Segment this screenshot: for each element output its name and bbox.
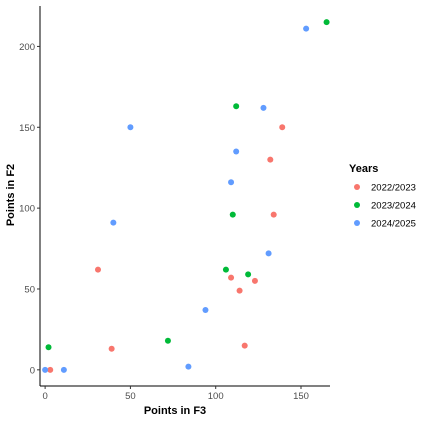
legend-key [354, 202, 360, 208]
x-tick-label: 50 [125, 391, 136, 402]
data-point [185, 363, 192, 370]
data-point [164, 337, 171, 344]
data-point [95, 266, 101, 273]
data-point [228, 274, 235, 281]
legend: Years 2022/2023 2023/2024 2024/2025 [349, 163, 416, 230]
data-point [228, 179, 235, 186]
data-point [267, 156, 274, 163]
x-axis-title: Points in F3 [144, 405, 206, 417]
legend-key [354, 220, 360, 226]
y-axis-ticks: 0 50 100 150 200 [19, 42, 40, 376]
data-point [251, 277, 258, 284]
data-point [279, 124, 286, 131]
y-tick-label: 50 [24, 284, 35, 295]
y-tick-label: 100 [19, 204, 35, 215]
plot-panel [42, 19, 330, 373]
y-tick-label: 150 [19, 123, 35, 134]
data-point [127, 124, 134, 131]
data-point [222, 266, 229, 273]
legend-label: 2023/2024 [371, 201, 416, 212]
data-point [323, 19, 330, 26]
data-point [233, 103, 240, 110]
x-tick-label: 0 [42, 391, 47, 402]
y-axis-title: Points in F2 [5, 164, 17, 226]
data-point [260, 104, 267, 111]
data-point [108, 345, 115, 352]
data-point [265, 250, 272, 257]
data-point [303, 25, 310, 32]
data-point [47, 366, 54, 373]
y-tick-label: 0 [30, 365, 35, 376]
data-point [241, 342, 248, 349]
x-axis-ticks: 0 50 100 150 [42, 386, 309, 402]
legend-key [354, 184, 360, 190]
data-point [60, 366, 67, 373]
x-tick-label: 100 [208, 391, 224, 402]
data-point [233, 148, 240, 155]
legend-label: 2024/2025 [371, 219, 416, 230]
data-point [110, 219, 117, 226]
data-point [202, 307, 209, 313]
y-tick-label: 200 [19, 42, 35, 53]
data-point [270, 211, 277, 218]
legend-label: 2022/2023 [371, 183, 416, 194]
x-tick-label: 150 [293, 391, 309, 402]
legend-title: Years [349, 163, 378, 175]
data-point [42, 366, 49, 373]
data-point [229, 211, 236, 218]
data-point [45, 344, 52, 351]
data-point [236, 287, 243, 294]
data-point [245, 271, 252, 278]
